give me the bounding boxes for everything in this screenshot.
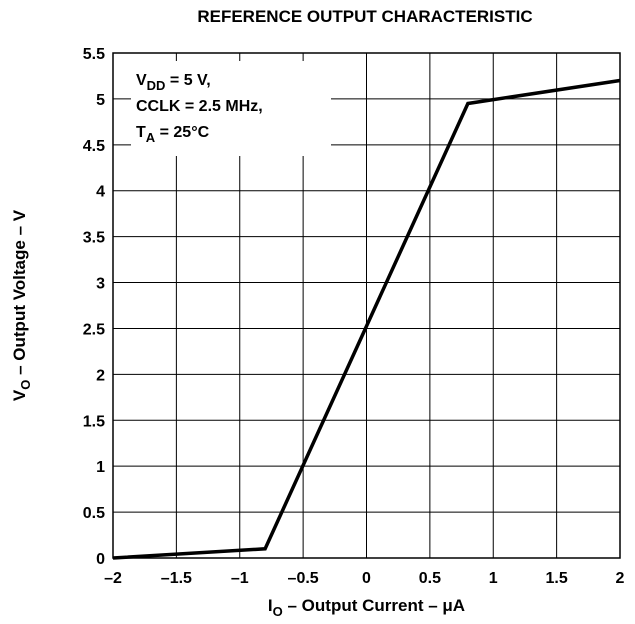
x-tick-label: –2 <box>104 570 122 587</box>
x-tick-label: 1 <box>489 570 498 587</box>
y-tick-label: 1 <box>96 459 105 476</box>
y-tick-label: 5 <box>96 92 105 109</box>
x-tick-label: 1.5 <box>546 570 568 587</box>
annotation-background <box>131 61 331 156</box>
x-tick-label: 0.5 <box>419 570 441 587</box>
y-tick-labels: 0 0.5 1 1.5 2 2.5 3 3.5 4 4.5 5 5.5 <box>83 46 105 568</box>
y-tick-label: 0.5 <box>83 505 105 522</box>
plot-frame <box>112 52 621 559</box>
grid <box>112 52 621 559</box>
x-tick-label: –0.5 <box>288 570 319 587</box>
x-tick-label: 0 <box>362 570 371 587</box>
y-tick-label: 1.5 <box>83 413 105 430</box>
x-axis-label: IO – Output Current – μA <box>268 596 465 619</box>
annotation-box: VDD = 5 V, CCLK = 2.5 MHz, TA = 25°C <box>131 61 331 156</box>
y-tick-label: 4.5 <box>83 138 105 155</box>
x-tick-label: –1.5 <box>161 570 192 587</box>
series-layer <box>112 78 621 560</box>
y-axis-label: VO – Output Voltage – V <box>10 209 33 401</box>
y-tick-label: 4 <box>96 184 105 201</box>
x-tick-labels: –2 –1.5 –1 –0.5 0 0.5 1 1.5 2 <box>104 570 624 587</box>
x-tick-label: –1 <box>231 570 249 587</box>
y-tick-label: 3 <box>96 276 105 293</box>
y-tick-label: 2.5 <box>83 321 105 338</box>
chart-title: REFERENCE OUTPUT CHARACTERISTIC <box>197 7 532 26</box>
annotation-line: VDD = 5 V, <box>136 72 211 93</box>
y-tick-label: 5.5 <box>83 46 105 63</box>
annotation-line: CCLK = 2.5 MHz, <box>136 98 263 115</box>
y-tick-label: 0 <box>96 551 105 568</box>
y-tick-label: 3.5 <box>83 230 105 247</box>
y-tick-label: 2 <box>96 367 105 384</box>
annotation-line: TA = 25°C <box>136 124 210 145</box>
x-tick-label: 2 <box>616 570 625 587</box>
series-line <box>112 78 621 560</box>
